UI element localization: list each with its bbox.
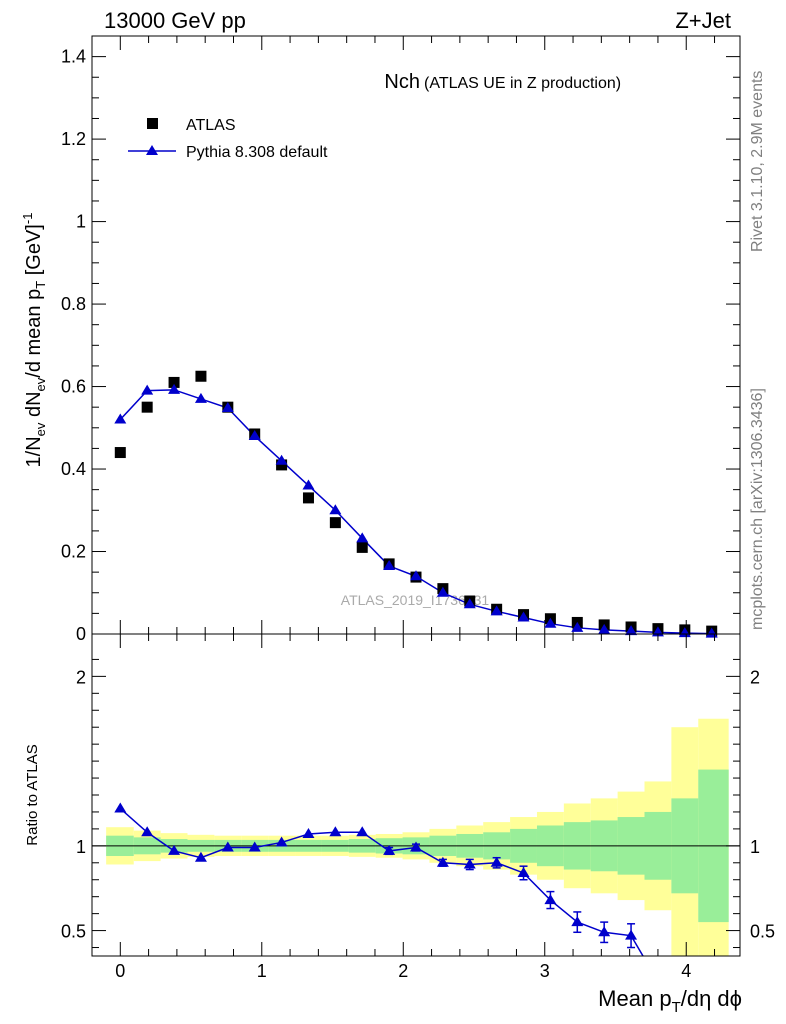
mcplots-text: mcplots.cern.ch [arXiv:1306.3436]	[749, 388, 766, 630]
ratio-point	[329, 826, 342, 837]
ratio-y-tick-label-right: 0.5	[750, 922, 775, 942]
ratio-point	[221, 841, 234, 852]
ratio-y-tick-label-left: 1	[76, 837, 86, 857]
mc-point	[302, 479, 315, 490]
ratio-data-layer	[114, 802, 664, 985]
legend: ATLAS Pythia 8.308 default	[128, 117, 328, 161]
atlas-data-point	[141, 401, 153, 413]
mc-point	[356, 532, 369, 543]
mc-point	[275, 454, 288, 465]
plot-subtitle: (ATLAS UE in Z production)	[424, 75, 621, 92]
main-y-tick-label: 1.4	[61, 47, 86, 67]
main-y-tick-label: 0.8	[61, 294, 86, 314]
header-right: Z+Jet	[675, 8, 731, 33]
mc-point	[571, 621, 584, 632]
ratio-point	[114, 802, 127, 813]
main-y-tick-label: 0.6	[61, 377, 86, 397]
main-y-ticks: 0 0.2 0.4 0.6 0.8 1 1.2 1.4	[61, 47, 740, 644]
mc-point	[248, 430, 261, 441]
main-y-tick-label: 0	[76, 624, 86, 644]
x-axis-label: Mean pT/dη dϕ	[598, 986, 742, 1016]
ratio-point	[275, 836, 288, 847]
atlas-data-point	[195, 370, 207, 382]
ratio-y-axis-label: Ratio to ATLAS	[24, 744, 41, 845]
ratio-point	[356, 826, 369, 837]
ratio-point	[168, 844, 181, 855]
legend-mc-marker	[146, 145, 158, 155]
legend-atlas-marker	[147, 118, 158, 129]
ratio-point	[571, 916, 584, 927]
mc-point	[114, 413, 127, 424]
mc-point	[490, 605, 503, 616]
mc-point	[598, 623, 611, 634]
ratio-point	[463, 858, 476, 869]
mc-point	[517, 611, 530, 622]
legend-mc-label: Pythia 8.308 default	[186, 144, 328, 161]
atlas-data-point	[356, 541, 368, 553]
mc-point	[410, 570, 422, 581]
main-y-tick-label: 0.2	[61, 542, 86, 562]
mc-point	[221, 401, 234, 412]
ratio-point	[248, 841, 261, 852]
x-tick-label: 4	[681, 961, 691, 981]
ratio-y-tick-label-right: 2	[750, 667, 760, 687]
ratio-y-ticks: 0.5 0.5 1 1 2 2	[61, 658, 775, 949]
main-y-tick-label: 1	[76, 212, 86, 232]
legend-atlas-label: ATLAS	[186, 117, 236, 134]
atlas-data-point	[276, 459, 288, 471]
ratio-point	[625, 929, 638, 940]
rivet-version-text: Rivet 3.1.10, 2.9M events	[749, 71, 766, 252]
mc-point	[383, 559, 396, 570]
main-y-axis-label: 1/Nev dNev/d mean pT [GeV]-1	[20, 213, 48, 468]
mc-point	[168, 383, 181, 394]
main-x-ticks	[91, 36, 716, 634]
ratio-point	[598, 926, 611, 937]
atlas-data-point	[302, 492, 314, 504]
ratio-x-ticks: 0 1 2 3 4	[91, 634, 716, 981]
ratio-uncertainty-bands	[106, 718, 729, 956]
x-tick-label: 2	[398, 961, 408, 981]
mc-point	[678, 627, 691, 638]
atlas-data-point	[114, 447, 126, 459]
main-y-tick-label: 1.2	[61, 129, 86, 149]
ratio-point	[436, 856, 449, 867]
mc-point	[141, 384, 154, 395]
ratio-point	[194, 851, 207, 862]
x-tick-label: 0	[115, 961, 125, 981]
ratio-panel: 0.5 0.5 1 1 2 2 0 1 2 3 4 Ratio to ATLAS Mean pT/…	[24, 633, 775, 1016]
ratio-point	[141, 826, 154, 837]
ratio-y-tick-label-left: 0.5	[61, 922, 86, 942]
ratio-point	[302, 827, 315, 838]
ratio-point	[410, 841, 422, 852]
ratio-point	[652, 975, 664, 985]
mc-point	[544, 617, 557, 628]
main-panel: 0 0.2 0.4 0.6 0.8 1 1.2 1.4 Nch (ATLAS UE in Z …	[20, 35, 741, 644]
plot-title: Nch	[384, 71, 420, 93]
mc-point	[194, 392, 207, 403]
ratio-y-tick-label-left: 2	[76, 667, 86, 687]
atlas-data-point	[168, 376, 180, 388]
header-left: 13000 GeV pp	[104, 8, 246, 33]
main-y-tick-label: 0.4	[61, 459, 86, 479]
ratio-y-tick-label-right: 1	[750, 837, 760, 857]
mc-point	[436, 586, 449, 597]
ratio-point	[544, 894, 557, 905]
ratio-point	[383, 844, 396, 855]
ratio-point	[517, 866, 530, 877]
mc-point	[329, 504, 342, 515]
x-tick-label: 1	[257, 961, 267, 981]
mc-point	[625, 625, 638, 636]
x-tick-label: 3	[540, 961, 550, 981]
mc-point	[463, 598, 476, 609]
atlas-data-point	[329, 517, 341, 529]
ratio-point	[490, 856, 503, 867]
